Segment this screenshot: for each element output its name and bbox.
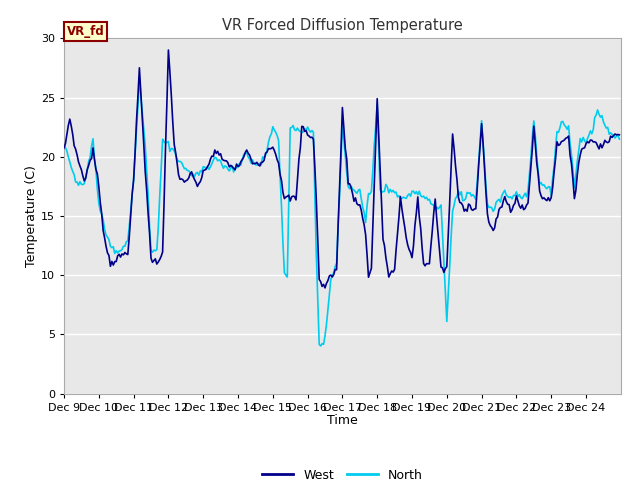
North (459, 198, 467, 204)
North (97, 208, 104, 214)
North (541, 184, 549, 190)
North (614, 132, 621, 138)
West (79, 173, 86, 179)
North (136, 76, 143, 82)
Y-axis label: Temperature (C): Temperature (C) (25, 165, 38, 267)
West (459, 203, 467, 208)
North (60, 142, 68, 147)
West (164, 47, 172, 53)
West (349, 191, 356, 196)
West (541, 197, 549, 203)
Line: West: West (64, 50, 620, 288)
Title: VR Forced Diffusion Temperature: VR Forced Diffusion Temperature (222, 18, 463, 33)
Legend: West, North: West, North (257, 464, 428, 480)
Line: North: North (64, 79, 620, 346)
West (321, 285, 329, 291)
West (616, 132, 623, 138)
West (60, 145, 68, 151)
West (97, 199, 104, 205)
North (616, 136, 623, 142)
West (614, 132, 621, 137)
Text: VR_fd: VR_fd (67, 25, 104, 38)
North (349, 186, 356, 192)
X-axis label: Time: Time (327, 414, 358, 427)
North (79, 181, 86, 187)
North (317, 343, 324, 349)
